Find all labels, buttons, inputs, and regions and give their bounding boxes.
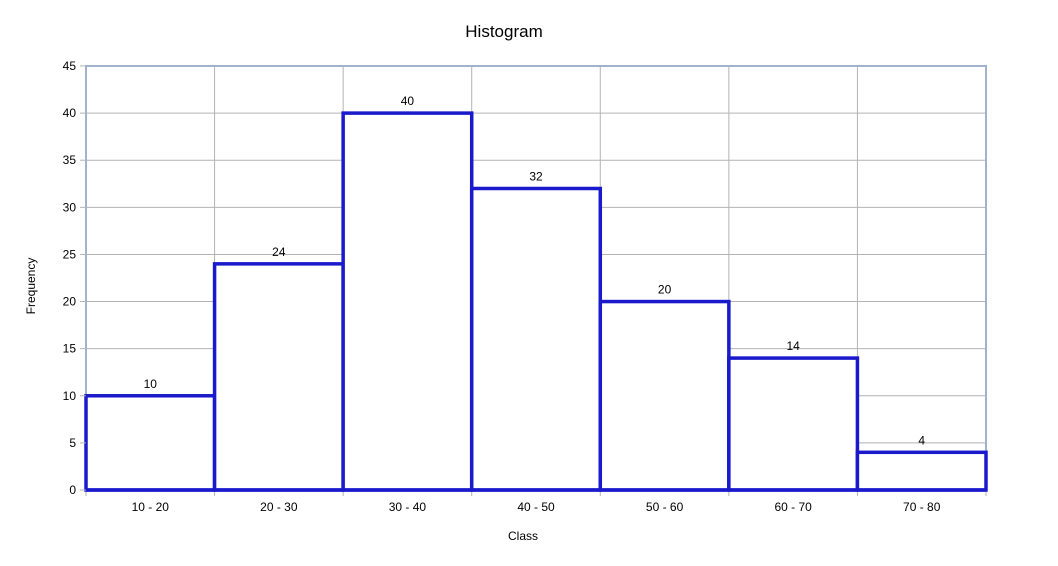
y-tick-label: 40 [63,106,77,120]
labels-layer: 0 5 10 15 20 25 30 35 40 45 10 10 - 20 24 20 - 30 40 30… [63,59,941,514]
histogram-bar [727,356,860,492]
x-tick-label: 70 - 80 [903,500,941,514]
histogram-bar [341,111,474,492]
x-tick-label: 10 - 20 [132,500,170,514]
y-tick-label: 45 [63,59,77,73]
data-label: 24 [272,245,286,259]
data-label: 32 [529,169,543,183]
axis-layer [80,65,986,492]
bars-layer [84,111,988,492]
x-tick-label: 40 - 50 [517,500,555,514]
data-label: 4 [918,433,925,447]
data-label: 14 [786,339,800,353]
chart-title: Histogram [465,22,542,41]
y-tick-label: 35 [63,153,77,167]
x-tick-label: 30 - 40 [389,500,427,514]
y-tick-label: 5 [69,436,76,450]
y-tick-label: 20 [63,295,77,309]
data-label: 40 [401,94,415,108]
histogram-bar [469,186,603,492]
y-tick-label: 30 [63,200,77,214]
data-label: 10 [144,377,158,391]
histogram-bar [855,450,988,492]
x-tick-label: 50 - 60 [646,500,684,514]
y-tick-label: 25 [63,247,77,261]
y-tick-label: 0 [69,483,76,497]
y-tick-label: 10 [63,389,77,403]
data-label: 20 [658,283,672,297]
histogram-bar [84,394,217,492]
x-tick-label: 60 - 70 [774,500,812,514]
y-axis-title: Frequency [24,258,38,315]
y-tick-label: 15 [63,342,77,356]
x-tick-label: 20 - 30 [260,500,298,514]
histogram-bar [598,299,731,492]
histogram-bar [212,262,345,492]
x-axis-title: Class [508,529,538,543]
